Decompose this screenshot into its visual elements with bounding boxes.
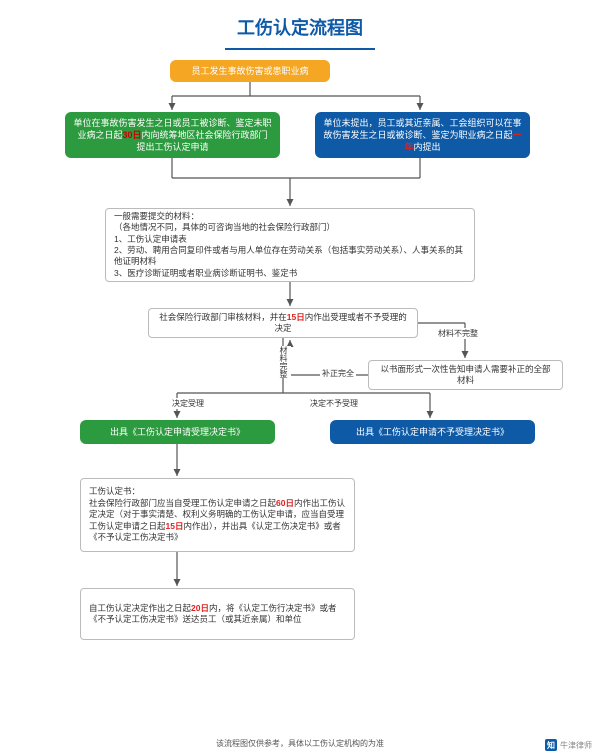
label-accept: 决定受理 — [170, 398, 206, 409]
text: 工伤认定书： 社会保险行政部门应当自受理工伤认定申请之日起 — [89, 486, 276, 507]
zhihu-icon: 知 — [545, 739, 557, 751]
text: 单位未提出，员工或其近亲属、工会组织可以在事故伤害发生之日或被诊断、鉴定为职业病… — [323, 118, 521, 140]
node-notify-correction: 以书面形式一次性告知申请人需要补正的全部材料 — [368, 360, 563, 390]
text: 自工伤认定决定作出之日起 — [89, 603, 191, 613]
page-title: 工伤认定流程图 — [225, 0, 375, 50]
node-determination: 工伤认定书： 社会保险行政部门应当自受理工伤认定申请之日起60日内作出工伤认定决… — [80, 478, 355, 552]
highlight: 15日 — [287, 312, 305, 322]
node-materials: 一般需要提交的材料： （各地情况不同，具体的可咨询当地的社会保险行政部门） 1、… — [105, 208, 475, 282]
highlight: 15日 — [166, 521, 184, 531]
attribution: 知 牛津律师 — [545, 739, 592, 751]
highlight: 20日 — [191, 603, 209, 613]
node-employee-apply: 单位未提出，员工或其近亲属、工会组织可以在事故伤害发生之日或被诊断、鉴定为职业病… — [315, 112, 530, 158]
flowchart-canvas: 员工发生事故伤害或患职业病 单位在事故伤害发生之日或员工被诊断、鉴定未职业病之日… — [0, 50, 600, 730]
node-delivery: 自工伤认定决定作出之日起20日内，将《认定工伤行决定书》或者《不予认定工伤决定书… — [80, 588, 355, 640]
attribution-author: 牛津律师 — [560, 740, 592, 751]
highlight: 30日 — [122, 130, 141, 140]
label-corrected: 补正完全 — [320, 368, 356, 379]
text: 社会保险行政部门审核材料，并在 — [159, 312, 287, 322]
text: 内提出 — [414, 142, 441, 152]
node-review: 社会保险行政部门审核材料，并在15日内作出受理或者不予受理的决定 — [148, 308, 418, 338]
node-unit-apply: 单位在事故伤害发生之日或员工被诊断、鉴定未职业病之日起30日内向统筹地区社会保险… — [65, 112, 280, 158]
label-complete: 材料完整 — [276, 346, 291, 378]
node-accept: 出具《工伤认定申请受理决定书》 — [80, 420, 275, 444]
highlight: 60日 — [276, 498, 294, 508]
label-not-accept: 决定不予受理 — [308, 398, 360, 409]
footer-note: 该流程图仅供参考，具体以工伤认定机构的为准 — [0, 738, 600, 749]
node-start: 员工发生事故伤害或患职业病 — [170, 60, 330, 82]
node-reject: 出具《工伤认定申请不予受理决定书》 — [330, 420, 535, 444]
label-incomplete: 材料不完整 — [436, 328, 480, 339]
text: 内向统筹地区社会保险行政部门提出工伤认定申请 — [136, 130, 267, 152]
